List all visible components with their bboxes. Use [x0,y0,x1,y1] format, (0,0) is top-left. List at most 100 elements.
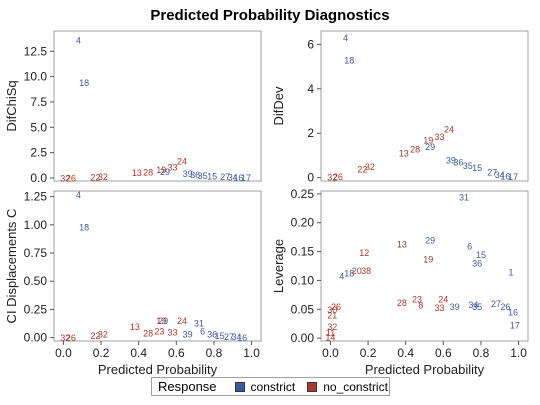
panel-frame [53,190,262,342]
point-label-constrict: 36 [207,330,217,340]
point-label-no-constrict: 19 [156,316,166,326]
y-tick-label: 0.05 [291,302,315,316]
point-label-constrict: 27 [487,168,497,178]
legend-item-constrict: constrict [234,379,296,394]
point-label-constrict: 34 [468,300,478,310]
y-axis-label: Leverage [271,239,286,293]
point-label-no-constrict: 19 [423,135,433,145]
point-label-constrict: 26 [500,302,510,312]
point-label-constrict: 17 [508,172,518,182]
point-label-no-constrict: 28 [410,144,420,154]
x-tick-label: 0.4 [397,346,414,360]
y-axis-label: DifDev [271,86,286,126]
point-label-no-constrict: 23 [154,326,164,336]
point-label-constrict: 27 [220,172,230,182]
point-label-constrict: 15 [207,171,217,181]
panel-frame [53,30,262,182]
x-tick-label: 0.0 [55,346,72,360]
point-label-no-constrict: 38 [361,266,371,276]
point-label-constrict: 16 [233,173,243,183]
point-label-constrict: 18 [344,55,354,65]
y-tick-label: 0.20 [291,216,315,230]
y-tick-label: 0.00 [291,331,315,345]
y-tick-label: 7.5 [30,95,47,109]
point-label-no-constrict: 26 [331,302,341,312]
point-label-constrict: 4 [339,271,344,281]
legend: Response constrict no_constrict [151,377,390,396]
point-label-no-constrict: 32 [98,172,108,182]
point-label-no-constrict: 19 [423,255,433,265]
point-label-no-constrict: 24 [438,294,448,304]
y-tick-label: 0.10 [291,273,315,287]
point-label-constrict: 35 [463,161,473,171]
legend-title: Response [158,379,217,394]
point-label-constrict: 16 [237,333,247,343]
point-label-constrict: 31 [459,192,469,202]
y-tick-label: 1.25 [24,190,48,204]
point-label-no-constrict: 24 [177,316,187,326]
point-label-no-constrict: 33 [168,162,178,172]
point-label-no-constrict: 11 [326,328,335,338]
point-label-constrict: 6 [200,326,205,336]
y-axis-label: CI Displacements C [4,209,19,324]
point-label-constrict: 29 [160,167,170,177]
y-tick-label: 1.00 [24,218,48,232]
figure-title: Predicted Probability Diagnostics [150,7,390,24]
point-label-constrict: 39 [183,169,193,179]
y-tick-label: 0.0 [30,171,47,185]
legend-item-no-constrict: no_constrict [307,380,388,394]
point-label-no-constrict: 26 [66,333,76,343]
point-label-no-constrict: 13 [399,149,409,159]
y-tick-label: 0.25 [24,302,48,316]
y-tick-label: 2 [307,126,314,140]
point-label-no-constrict: 33 [435,132,445,142]
x-tick-label: 1.0 [243,346,260,360]
point-label-no-constrict: 26 [333,172,343,182]
x-tick-label: 0.4 [130,346,147,360]
y-tick-label: 0.15 [291,245,315,259]
point-label-constrict: 16 [500,171,510,181]
point-label-no-constrict: 30 [327,305,337,315]
point-label-constrict: 39 [446,155,456,165]
point-label-no-constrict: 8 [418,301,423,311]
point-label-constrict: 4 [76,36,81,46]
y-tick-label: 12.5 [24,44,48,58]
point-label-constrict: 36 [190,170,200,180]
point-label-constrict: 29 [425,236,435,246]
point-label-no-constrict: 13 [130,322,140,332]
x-axis-label: Predicted Probability [365,362,485,377]
point-label-no-constrict: 19 [156,165,166,175]
point-label-no-constrict: 32 [60,333,70,343]
x-axis-label: Predicted Probability [98,362,218,377]
point-label-no-constrict: 26 [66,173,76,183]
point-label-constrict: 35 [472,302,482,312]
point-label-no-constrict: 32 [60,173,70,183]
point-label-no-constrict: 28 [143,167,153,177]
point-label-constrict: 4 [343,33,348,43]
y-tick-label: 6 [307,37,314,51]
y-tick-label: 2.5 [30,146,47,160]
point-label-constrict: 35 [198,171,208,181]
y-tick-label: 10.0 [24,70,48,84]
panel-frame [320,30,529,182]
point-label-constrict: 6 [467,241,472,251]
point-label-no-constrict: 22 [90,331,100,341]
point-label-no-constrict: 28 [397,298,407,308]
point-label-no-constrict: 28 [143,329,153,339]
x-tick-label: 0.6 [168,346,185,360]
point-label-no-constrict: 22 [90,172,100,182]
point-label-no-constrict: 13 [132,168,142,178]
legend-label-constrict: constrict [250,379,296,394]
x-tick-label: 1.0 [510,346,527,360]
point-label-constrict: 16 [508,308,518,318]
point-label-no-constrict: 32 [327,173,337,183]
point-label-constrict: 17 [241,173,251,183]
point-label-constrict: 31 [194,318,204,328]
y-tick-label: 5.0 [30,120,47,134]
point-label-no-constrict: 23 [412,294,422,304]
point-label-constrict: 36 [472,259,482,269]
point-label-no-constrict: 14 [325,332,335,342]
point-label-constrict: 39 [183,330,193,340]
x-tick-label: 0.2 [93,346,110,360]
panel-frame [320,190,529,342]
